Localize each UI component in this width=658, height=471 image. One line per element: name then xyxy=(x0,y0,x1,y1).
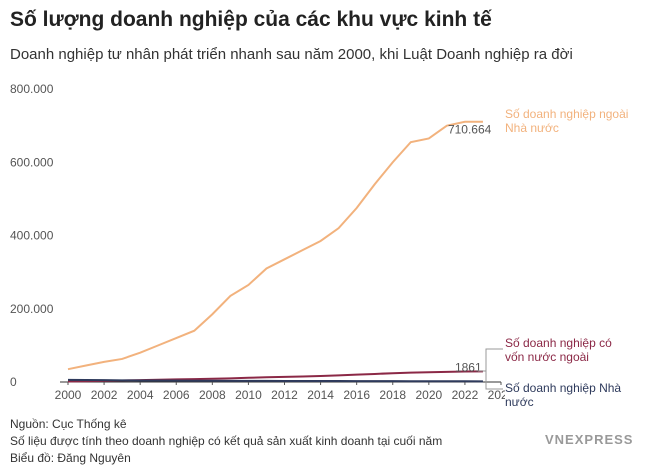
series-line xyxy=(67,378,483,383)
note: Số liệu được tính theo doanh nghiệp có k… xyxy=(10,434,443,448)
legend-label: Số doanh nghiệp ngoài Nhà nước xyxy=(505,107,630,135)
note: Biểu đồ: Đăng Nguyên xyxy=(10,451,131,465)
chart-subtitle: Doanh nghiệp tư nhân phát triển nhanh sa… xyxy=(10,46,573,63)
value-label: 710.664 xyxy=(448,123,492,137)
series-line xyxy=(67,120,483,371)
x-tick-label: 2002 xyxy=(91,388,118,402)
legend-label: Số doanh nghiệp có vốn nước ngoài xyxy=(505,336,630,364)
y-tick-label: 200.000 xyxy=(10,302,54,316)
note: Nguồn: Cục Thống kê xyxy=(10,417,127,431)
x-tick-label: 2012 xyxy=(271,388,298,402)
x-tick-label: 2010 xyxy=(235,388,262,402)
x-tick-label: 2008 xyxy=(199,388,226,402)
chart-title: Số lượng doanh nghiệp của các khu vực ki… xyxy=(10,8,492,31)
x-tick-label: 2004 xyxy=(127,388,154,402)
notes: Nguồn: Cục Thống kê Số liệu được tính th… xyxy=(10,416,442,467)
logo: VNEXPRESS xyxy=(545,432,634,447)
x-tick-label: 2006 xyxy=(163,388,190,402)
x-tick-label: 2020 xyxy=(415,388,442,402)
x-tick-label: 2022 xyxy=(452,388,479,402)
y-tick-label: 600.000 xyxy=(10,155,54,169)
y-tick-label: 400.000 xyxy=(10,229,54,243)
x-tick-label: 2016 xyxy=(343,388,370,402)
y-tick-label: 800.000 xyxy=(10,82,54,96)
x-tick-label: 2000 xyxy=(55,388,82,402)
x-tick-label: 2018 xyxy=(379,388,406,402)
connector xyxy=(485,348,503,390)
y-tick-label: 0 xyxy=(10,375,17,389)
legend-label: Số doanh nghiệp Nhà nước xyxy=(505,381,630,409)
value-label: 1861 xyxy=(455,360,482,374)
x-tick-label: 2014 xyxy=(307,388,334,402)
